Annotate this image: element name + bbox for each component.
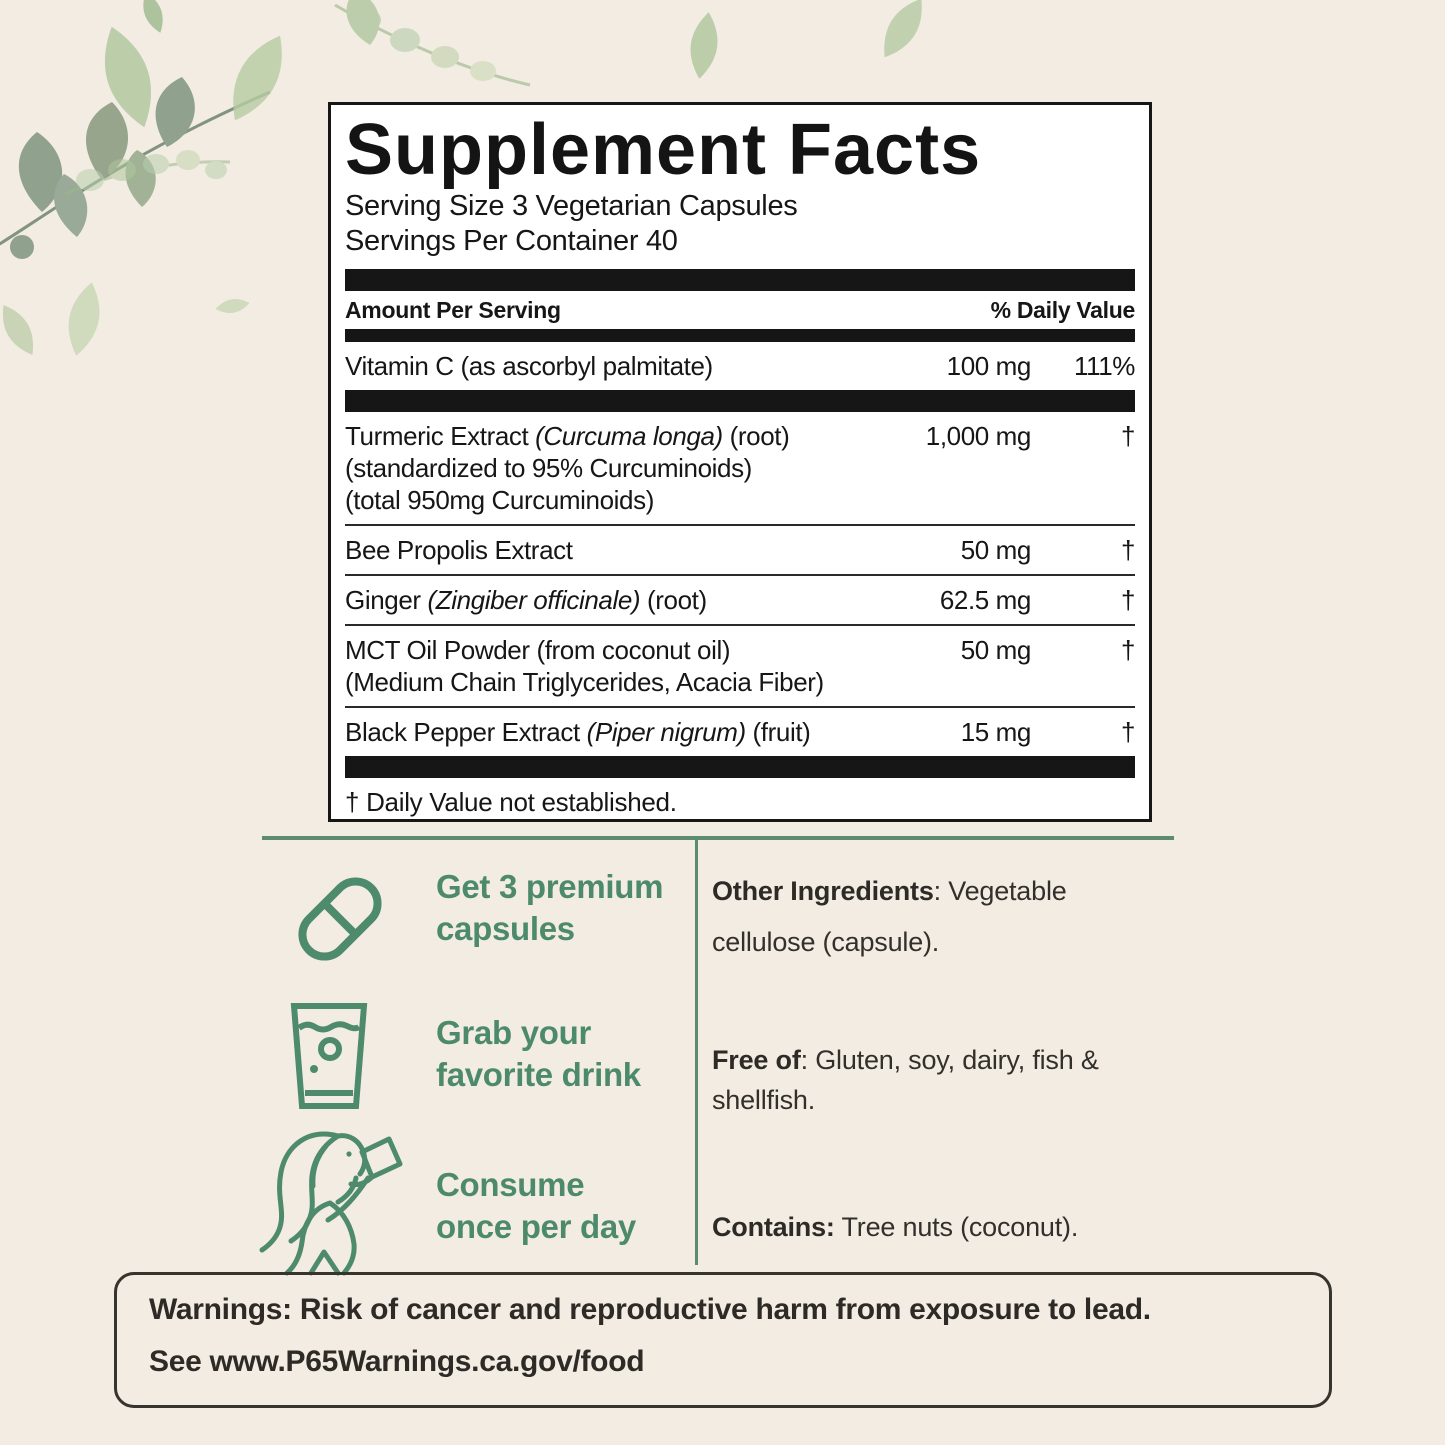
serving-size: Serving Size 3 Vegetarian Capsules	[345, 190, 798, 222]
table-row: Turmeric Extract (Curcuma longa) (root) …	[345, 412, 1135, 524]
ingredient-amount: 50 mg	[960, 535, 1032, 565]
ingredient-amount: 50 mg	[960, 635, 1032, 665]
table-row: MCT Oil Powder (from coconut oil) (Mediu…	[345, 626, 1135, 706]
warning-line-2: See www.P65Warnings.ca.gov/food	[149, 1345, 645, 1378]
step-label-drink: Grab your favorite drink	[436, 1014, 641, 1093]
ingredient-amount: 15 mg	[960, 717, 1032, 747]
contains-text: Contains: Tree nuts (coconut).	[712, 1212, 1079, 1242]
leaf-decoration	[2, 305, 34, 355]
capsule-icon	[298, 877, 382, 961]
ingredient-name: Turmeric Extract (Curcuma longa) (root) …	[345, 421, 790, 515]
step-label-consume: Consume once per day	[436, 1166, 636, 1245]
ingredient-name: Bee Propolis Extract	[345, 535, 573, 565]
section-divider-horizontal	[262, 836, 1174, 840]
ingredient-name: MCT Oil Powder (from coconut oil) (Mediu…	[345, 635, 824, 697]
row-divider	[345, 624, 1135, 626]
warning-box: Warnings: Risk of cancer and reproductiv…	[114, 1272, 1332, 1408]
eucalyptus-sprig-decoration	[334, 0, 531, 87]
header-amount-per-serving: Amount Per Serving	[345, 297, 561, 323]
panel-title: Supplement Facts	[345, 110, 982, 190]
row-divider	[345, 574, 1135, 576]
free-of-text: Free of: Gluten, soy, dairy, fish & shel…	[712, 1045, 1099, 1115]
table-header: Amount Per Serving % Daily Value	[345, 291, 1135, 329]
supplement-facts-panel: Supplement Facts Serving Size 3 Vegetari…	[328, 102, 1152, 822]
ingredient-name: Ginger (Zingiber officinale) (root)	[345, 585, 707, 615]
daily-value-footnote: † Daily Value not established.	[345, 787, 677, 817]
leaf-decoration	[884, 0, 922, 58]
divider-bar	[345, 269, 1135, 291]
table-row: Black Pepper Extract (Piper nigrum) (fru…	[345, 708, 1135, 756]
leaf-decoration	[233, 35, 282, 121]
header-daily-value: % Daily Value	[990, 297, 1136, 323]
woman-drinking-icon	[259, 1131, 403, 1276]
leaf-decoration	[690, 12, 718, 79]
eucalyptus-sprig-decoration	[64, 150, 231, 196]
leaf-decoration	[143, 0, 163, 33]
leaf-decoration	[215, 299, 250, 313]
ingredient-name: Vitamin C (as ascorbyl palmitate)	[345, 351, 713, 381]
table-row: Bee Propolis Extract 50 mg †	[345, 526, 1135, 574]
ingredient-amount: 1,000 mg	[925, 421, 1032, 451]
ingredient-daily-value: †	[1120, 535, 1135, 565]
ingredient-amount: 100 mg	[946, 351, 1032, 381]
servings-per-container: Servings Per Container 40	[345, 225, 678, 257]
section-divider-vertical	[695, 840, 698, 1265]
leaf-decoration	[68, 282, 100, 356]
ingredient-daily-value: †	[1120, 717, 1135, 747]
table-row: Vitamin C (as ascorbyl palmitate) 100 mg…	[345, 342, 1135, 390]
ingredient-daily-value: †	[1120, 585, 1135, 615]
leaf-branch-decoration	[0, 77, 271, 259]
leaf-decoration	[104, 26, 151, 128]
row-divider	[345, 706, 1135, 708]
divider-bar	[345, 390, 1135, 412]
table-row: Ginger (Zingiber officinale) (root) 62.5…	[345, 576, 1135, 624]
ingredient-daily-value: †	[1120, 421, 1135, 451]
ingredient-name: Black Pepper Extract (Piper nigrum) (fru…	[345, 717, 811, 747]
ingredient-amount: 62.5 mg	[939, 585, 1032, 615]
divider-bar	[345, 756, 1135, 778]
warning-line-1: Warnings: Risk of cancer and reproductiv…	[149, 1293, 1151, 1326]
step-label-capsules: Get 3 premium capsules	[436, 868, 664, 947]
divider-bar	[345, 329, 1135, 342]
ingredient-daily-value: †	[1120, 635, 1135, 665]
glass-icon	[290, 1003, 368, 1109]
ingredient-daily-value: 111%	[1073, 351, 1135, 381]
row-divider	[345, 524, 1135, 526]
other-ingredients-text: Other Ingredients: Vegetable cellulose (…	[712, 876, 1067, 957]
